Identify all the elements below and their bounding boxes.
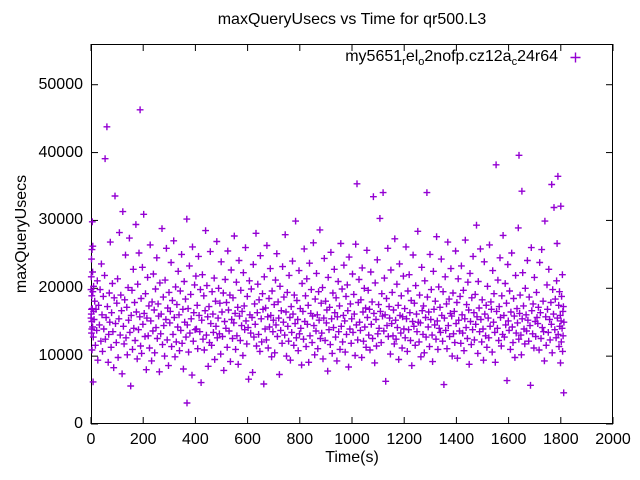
legend-label-segment: el: [405, 48, 419, 65]
x-tick-label: 1600: [490, 431, 527, 448]
x-tick-label: 1400: [438, 431, 475, 448]
x-tick-label: 1800: [543, 431, 579, 448]
y-tick-label: 10000: [38, 347, 84, 365]
y-tick-label: 0: [74, 415, 83, 432]
scatter-points: [87, 106, 568, 407]
x-axis-label: Time(s): [325, 449, 379, 466]
legend: my5651relo2nofp.cz12ac24r64: [345, 47, 582, 68]
y-tick-label: 30000: [38, 211, 84, 229]
x-tick-label: 200: [129, 431, 157, 448]
tick-marks: [90, 44, 614, 425]
x-tick-label: 0: [86, 431, 96, 448]
x-tick-label: 1000: [334, 431, 370, 448]
x-tick-label: 2000: [595, 431, 631, 448]
x-tick-label: 400: [182, 431, 209, 448]
legend-label-subscript: r: [402, 56, 406, 68]
legend-label-subscript: o: [418, 56, 425, 68]
x-tick-label: 1200: [386, 431, 422, 448]
y-tick-label: 20000: [38, 279, 84, 297]
plus-marker-icon: [570, 52, 581, 62]
x-tick-label: 600: [234, 431, 261, 448]
y-axis-label: maxQueryUsecs: [13, 174, 30, 294]
legend-label-segment: 2nofp.cz12a: [424, 48, 512, 65]
plot-area: [87, 44, 614, 425]
legend-label: my5651relo2nofp.cz12ac24r64: [345, 48, 558, 68]
chart-title: maxQueryUsecs vs Time for qr500.L3: [217, 11, 487, 28]
x-tick-label: 800: [286, 431, 314, 448]
y-tick-label: 40000: [38, 143, 84, 161]
y-tick-label: 50000: [38, 75, 84, 93]
legend-label-segment: my5651: [345, 48, 403, 65]
legend-label-subscript: c: [511, 56, 518, 68]
legend-label-segment: 24r64: [517, 48, 558, 65]
